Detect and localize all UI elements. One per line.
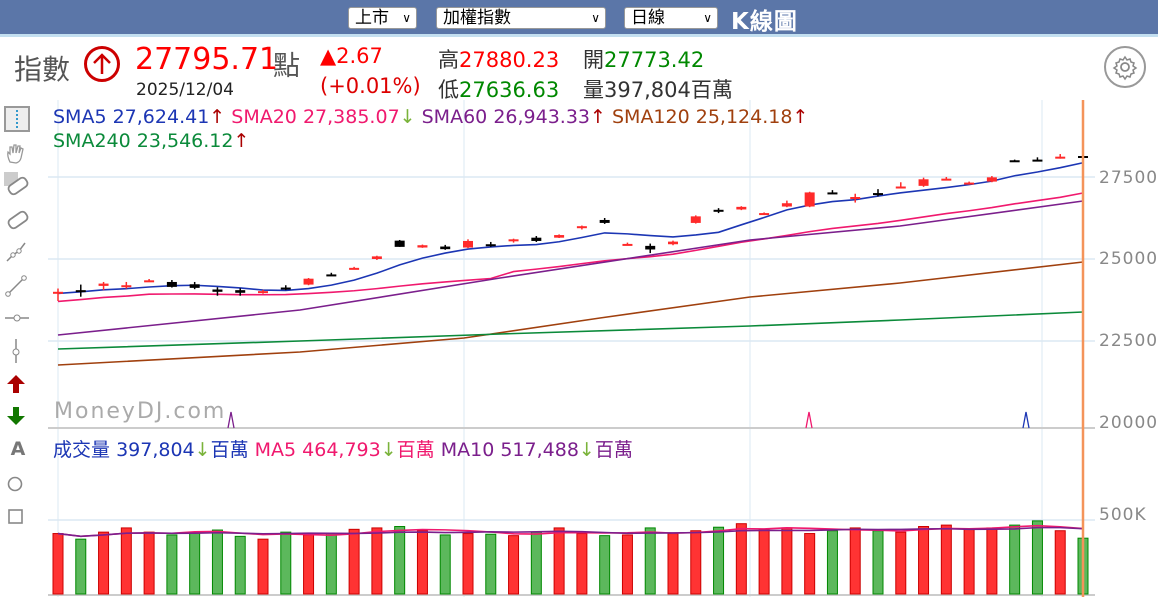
- high-value: 27880.23: [459, 48, 560, 72]
- watermark: MoneyDJ.com: [54, 399, 227, 424]
- crosshair-tool-icon[interactable]: [4, 106, 30, 132]
- legend-vol-ma5: MA5 464,793: [254, 439, 381, 461]
- price-legend-row2: SMA240 23,546.12↑: [53, 130, 249, 152]
- rectangle-tool-icon[interactable]: [4, 505, 28, 529]
- trend-line-tool-icon[interactable]: [4, 274, 28, 298]
- eraser-all-icon[interactable]: [4, 172, 29, 196]
- price-legend-row1: SMA5 27,624.41↑ SMA20 27,385.07↓ SMA60 2…: [53, 106, 808, 128]
- period-select-value: 日線: [631, 8, 665, 28]
- current-price: 27795.71: [135, 42, 279, 77]
- legend-sma60: SMA60 26,943.33: [421, 106, 591, 128]
- unit-label: 百萬: [594, 439, 633, 461]
- trend-up-icon: ↑: [209, 106, 226, 128]
- volume-label: 量: [583, 78, 604, 102]
- open-label: 開: [583, 48, 604, 72]
- price-unit: 點: [273, 51, 300, 82]
- legend-volume: 成交量 397,804: [53, 439, 195, 461]
- vertical-line-tool-icon[interactable]: [4, 338, 28, 363]
- unit-label: 百萬: [396, 439, 435, 461]
- price-change: ▲2.67: [320, 44, 383, 68]
- high-label: 高: [438, 48, 459, 72]
- page-title: K線圖: [731, 9, 798, 35]
- eraser-icon[interactable]: [4, 206, 29, 230]
- y-tick: 27500: [1099, 168, 1158, 188]
- legend-sma20: SMA20 27,385.07: [231, 106, 400, 128]
- high-stat: 高27880.23: [438, 44, 559, 74]
- trend-down-icon: ↓: [380, 439, 397, 461]
- y-tick: 25000: [1099, 249, 1158, 269]
- trend-up-icon: ↑: [233, 130, 250, 152]
- volume-tick: 500K: [1099, 505, 1147, 525]
- price-change-percent: (+0.01%): [320, 74, 421, 98]
- horizontal-line-tool-icon[interactable]: [4, 306, 29, 330]
- trend-down-icon: ↓: [578, 439, 595, 461]
- y-tick: 20000: [1099, 413, 1158, 433]
- polyline-tool-icon[interactable]: [4, 240, 28, 264]
- open-stat: 開27773.42: [583, 44, 704, 74]
- top-bar: 上市 ∨ 加權指數 ∨ 日線 ∨ K線圖: [0, 0, 1158, 37]
- trend-up-icon: ↑: [792, 106, 809, 128]
- unit-label: 百萬: [210, 439, 249, 461]
- chevron-down-icon: ∨: [591, 11, 600, 25]
- index-label: 指數: [14, 53, 71, 86]
- hand-pan-icon[interactable]: [4, 142, 28, 166]
- arrow-up-marker-icon[interactable]: [4, 372, 28, 396]
- arrow-up-circle-icon: [84, 46, 120, 82]
- chevron-down-icon: ∨: [402, 11, 411, 25]
- market-select-value: 上市: [355, 8, 389, 28]
- legend-vol-ma10: MA10 517,488: [440, 439, 579, 461]
- legend-sma240: SMA240 23,546.12: [53, 130, 234, 152]
- legend-sma120: SMA120 25,124.18: [611, 106, 793, 128]
- market-select[interactable]: 上市 ∨: [348, 7, 417, 29]
- quote-date: 2025/12/04: [136, 80, 234, 100]
- legend-sma5: SMA5 27,624.41: [53, 106, 210, 128]
- y-tick: 22500: [1099, 331, 1158, 351]
- trend-down-icon: ↓: [194, 439, 211, 461]
- index-select[interactable]: 加權指數 ∨: [436, 7, 606, 29]
- trend-down-icon: ↓: [399, 106, 416, 128]
- trend-up-icon: ↑: [590, 106, 606, 128]
- volume-value: 397,804百萬: [604, 78, 733, 102]
- open-value: 27773.42: [604, 48, 705, 72]
- low-stat: 低27636.63: [438, 74, 559, 104]
- chevron-down-icon: ∨: [703, 11, 712, 25]
- volume-legend: 成交量 397,804↓百萬 MA5 464,793↓百萬 MA10 517,4…: [53, 435, 633, 462]
- low-label: 低: [438, 78, 459, 102]
- text-tool-icon[interactable]: A: [4, 438, 26, 460]
- index-select-value: 加權指數: [443, 8, 511, 28]
- settings-gear-icon[interactable]: [1104, 46, 1146, 88]
- low-value: 27636.63: [459, 78, 560, 102]
- circle-tool-icon[interactable]: [4, 472, 28, 496]
- period-select[interactable]: 日線 ∨: [624, 7, 718, 29]
- volume-stat: 量397,804百萬: [583, 74, 733, 104]
- arrow-down-marker-icon[interactable]: [4, 404, 28, 428]
